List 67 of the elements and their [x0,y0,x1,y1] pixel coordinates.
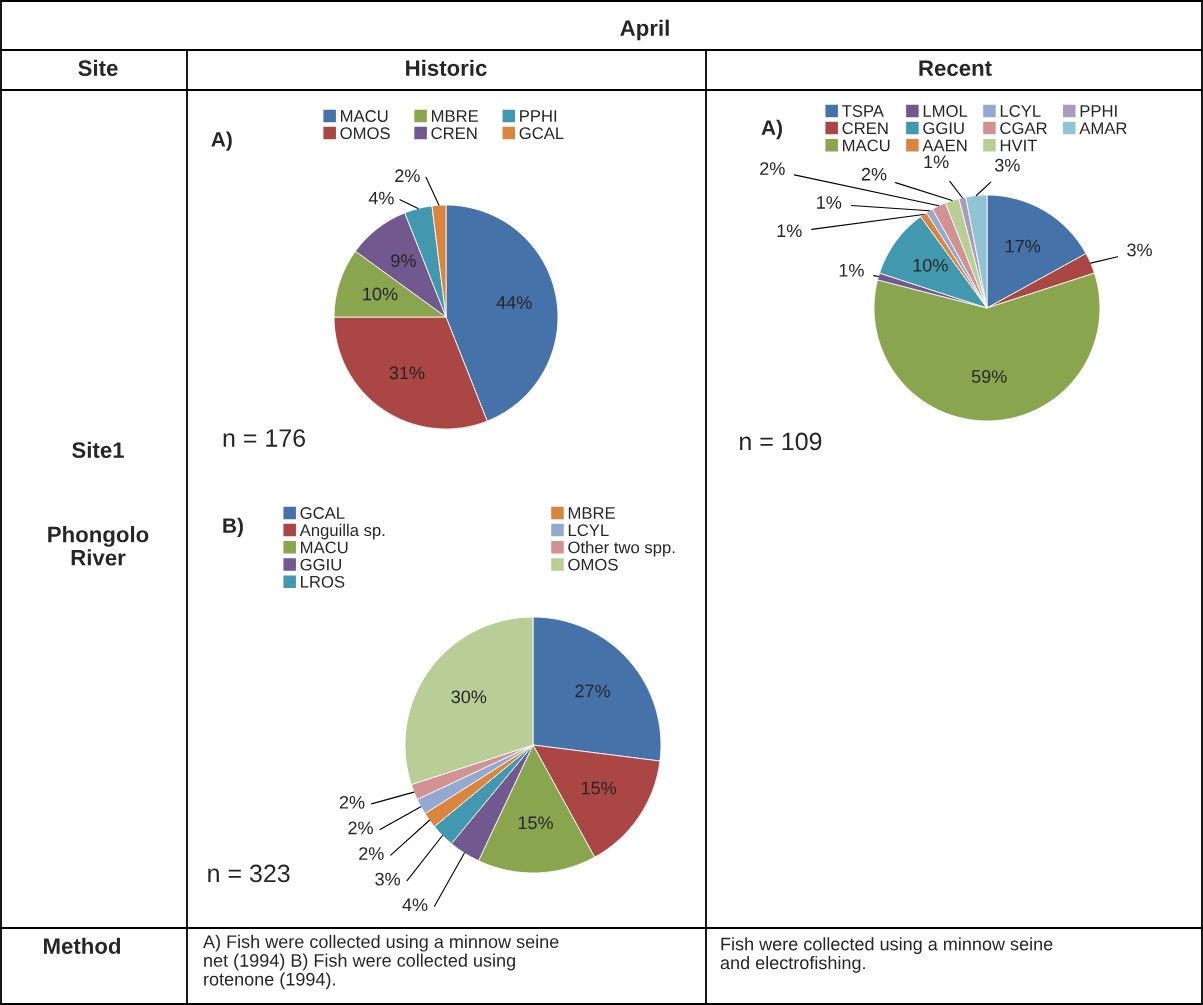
text: Site [78,59,118,76]
legend-label: LCYL [568,524,609,537]
legend-label: HVIT [1000,139,1038,152]
legend-label: Other two spp. [568,541,675,557]
legend-label: MBRE [568,507,615,519]
data-label: 9% [391,254,416,267]
data-label: 10% [363,287,398,301]
text: Phongolo River [48,526,149,566]
legend-label: LMOL [923,105,968,117]
text: A) [211,131,232,151]
data-label: 1% [839,263,864,277]
legend-label: OMOS [340,127,390,140]
legend-label: AMAR [1079,122,1127,134]
legend-label: CREN [431,127,477,140]
data-label: 1% [817,196,842,209]
data-label: 4% [368,191,394,205]
text: A) Fish were collected using a minnow seine net (1994) B) Fish were collected using rotenone (1994). [203,934,559,990]
data-label: 3% [1127,243,1152,257]
data-label: 15% [518,816,553,830]
data-label: 59% [971,370,1007,383]
text: Historic [406,59,487,76]
legend-label: PPHI [520,110,557,122]
text: April [620,19,669,41]
legend-label: GCAL [519,127,564,140]
text: Recent [919,60,992,76]
legend-label: AAEN [922,139,967,152]
data-label: 30% [451,690,487,704]
text: A) [761,119,782,140]
legend-label: Anguilla sp. [299,523,385,540]
legend-label: CGAR [1000,122,1047,135]
data-label: 3% [375,872,401,886]
data-label: 31% [389,366,425,380]
text: n = 323 [208,864,290,883]
text: Site1 [72,441,124,458]
legend-label: GGIU [300,558,341,571]
data-label: 1% [924,155,949,169]
data-label: 10% [913,258,948,272]
data-label: 44% [496,296,532,309]
data-label: 27% [575,684,610,698]
legend-label: GCAL [300,507,345,519]
legend-label: MACU [301,541,348,554]
data-label: 2% [760,162,785,175]
legend-label: GGIU [923,122,964,135]
data-label: 3% [994,158,1020,172]
legend-label: LCYL [1000,105,1041,117]
text: n = 109 [740,432,822,451]
legend-label: MACU [843,139,890,152]
legend-label: LROS [301,575,345,588]
legend-label: PPHI [1080,105,1117,117]
data-label: 1% [777,224,802,238]
text: Method [43,937,121,954]
text: B) [223,517,243,538]
legend-label: MACU [341,110,388,122]
data-label: 15% [581,781,617,795]
legend-label: CREN [842,122,888,135]
data-label: 17% [1005,239,1041,253]
data-label: 2% [339,795,365,809]
legend-label: OMOS [568,558,618,571]
text: Fish were collected using a minnow seine and electrofishing. [720,937,1053,973]
data-label: 2% [395,169,420,183]
legend-label: TSPA [842,105,884,117]
data-label: 2% [861,167,887,181]
text: n = 176 [223,429,306,447]
data-label: 2% [359,847,384,860]
legend-label: MBRE [431,110,479,122]
data-label: 2% [348,821,373,835]
data-label: 4% [402,898,428,912]
